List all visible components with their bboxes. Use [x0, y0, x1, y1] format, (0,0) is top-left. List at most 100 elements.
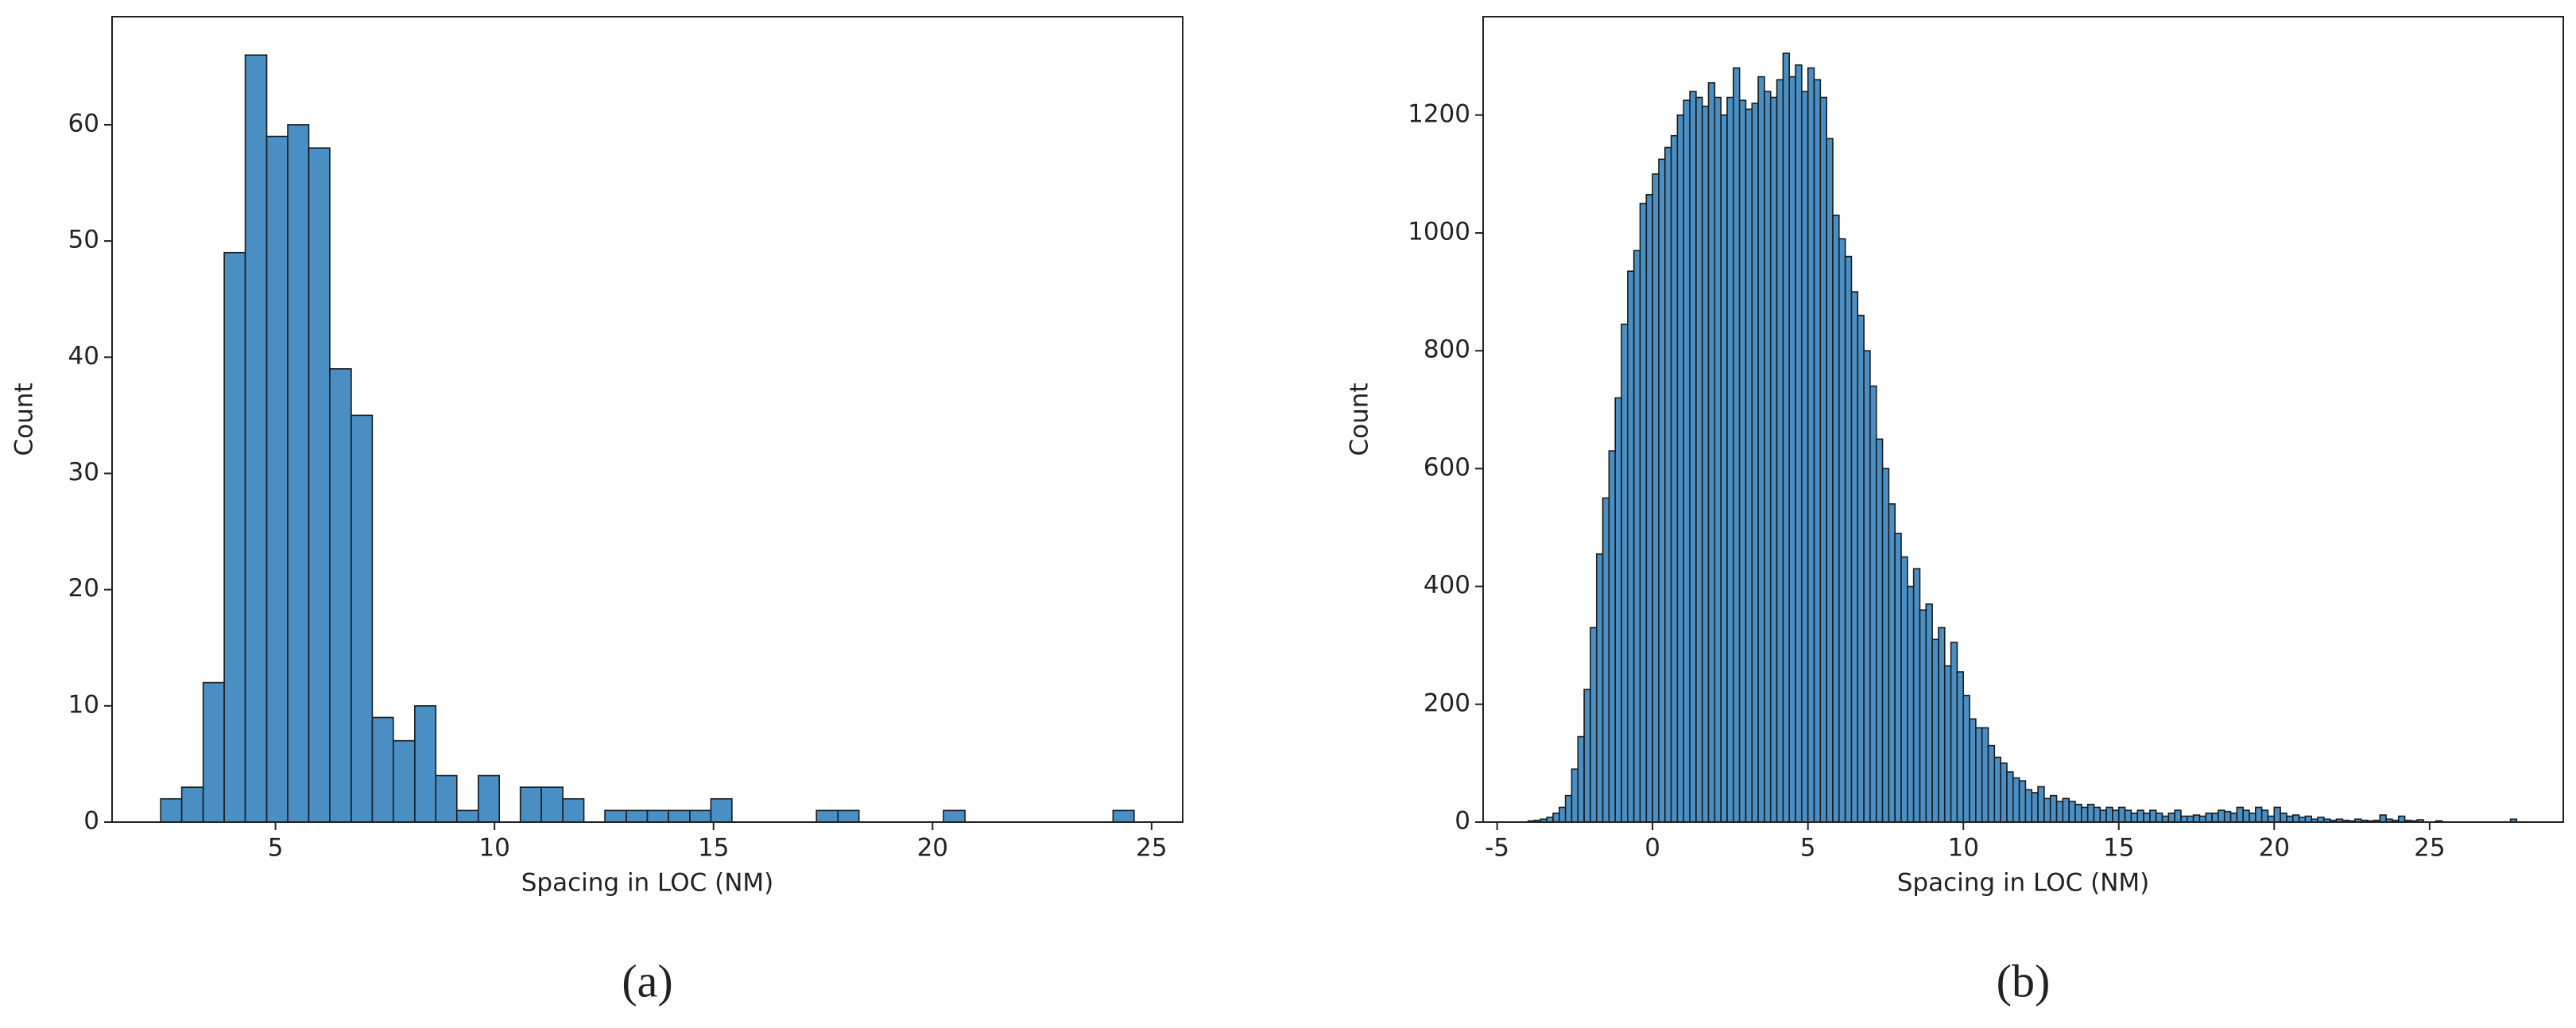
bar: [604, 809, 627, 823]
bar: [815, 809, 839, 823]
bar: [1726, 96, 1734, 823]
bar: [1969, 718, 1977, 823]
bar: [1863, 350, 1871, 823]
x-tick-label: 5: [1800, 834, 1816, 863]
bar: [329, 368, 352, 823]
axes-frame: [1482, 16, 2564, 823]
y-tick-label: 400: [1424, 571, 1470, 599]
x-axis-label: Spacing in LOC (NM): [1897, 869, 2150, 898]
bar: [1981, 727, 1989, 823]
bar: [1764, 91, 1772, 823]
bar: [2012, 777, 2020, 823]
bar: [1925, 603, 1933, 823]
y-tick-label: 20: [68, 574, 99, 603]
bar: [2397, 815, 2406, 823]
bar: [1707, 82, 1716, 823]
bar: [2180, 815, 2188, 823]
bar: [562, 797, 585, 823]
y-tick-label: 50: [68, 226, 99, 254]
bar: [2130, 813, 2139, 823]
bar: [455, 809, 479, 823]
bar: [1658, 158, 1666, 823]
bar: [1907, 585, 1915, 823]
bar: [1720, 114, 1728, 823]
bar: [2074, 803, 2082, 823]
bar: [2099, 809, 2107, 823]
bar: [1844, 255, 1853, 823]
bar: [1801, 91, 1809, 823]
bar: [180, 786, 204, 823]
bar: [1894, 533, 1902, 823]
bar: [1745, 108, 1753, 823]
bar: [1639, 203, 1648, 823]
bar: [1689, 91, 1697, 823]
bar: [2006, 771, 2014, 823]
bar: [2291, 814, 2300, 823]
bar: [943, 809, 966, 823]
x-tick-label: 5: [268, 834, 284, 863]
bar: [1757, 76, 1765, 823]
bar: [2024, 789, 2033, 823]
y-tick-label: 10: [68, 690, 99, 719]
x-tick-label: 15: [2103, 834, 2134, 863]
bar: [160, 797, 183, 823]
bar: [1912, 568, 1921, 823]
bar: [2062, 797, 2070, 823]
bar: [1583, 689, 1591, 823]
bar: [2286, 815, 2294, 823]
bar: [2081, 806, 2089, 823]
bar: [2149, 809, 2157, 823]
bar: [1857, 314, 1865, 823]
bar: [1888, 503, 1896, 823]
bar: [393, 739, 416, 823]
bar: [1571, 768, 1579, 823]
bar: [1850, 291, 1859, 823]
bar: [202, 681, 225, 823]
bar: [1577, 735, 1585, 823]
x-tick-label: 10: [478, 834, 509, 863]
bar: [1938, 626, 1946, 823]
bar: [1564, 794, 1573, 823]
bar: [1559, 806, 1567, 823]
bar: [2093, 806, 2101, 823]
bar: [1826, 138, 1834, 823]
bar: [1832, 214, 1840, 823]
bar: [1838, 238, 1846, 823]
bar: [1987, 744, 1996, 823]
bar: [1112, 809, 1135, 823]
bar: [2379, 814, 2387, 823]
y-tick-label: 600: [1424, 453, 1470, 482]
y-tick-label: 800: [1424, 336, 1470, 364]
bar: [1975, 727, 1983, 823]
bar: [2211, 813, 2219, 823]
bar: [668, 809, 691, 823]
bar: [1738, 99, 1747, 823]
bar: [1614, 397, 1622, 823]
bar: [710, 797, 733, 823]
bar: [2105, 806, 2113, 823]
bar: [2229, 813, 2238, 823]
bar: [1782, 52, 1791, 823]
bar: [2143, 813, 2151, 823]
bar: [2117, 806, 2126, 823]
bar: [2186, 815, 2194, 823]
bar: [2174, 809, 2182, 823]
bar: [2280, 813, 2287, 823]
bar: [2031, 792, 2039, 823]
x-tick-label: 0: [1644, 834, 1660, 863]
x-tick-label: 25: [2414, 834, 2445, 863]
bar: [540, 786, 564, 823]
bar: [837, 809, 860, 823]
bar: [626, 809, 649, 823]
bar: [2086, 803, 2095, 823]
caption: (b): [1997, 955, 2051, 1007]
bar: [2161, 815, 2170, 823]
bar: [2236, 806, 2244, 823]
y-tick-label: 30: [68, 458, 99, 487]
bar: [2223, 810, 2232, 823]
bar: [1869, 385, 1877, 823]
bar: [2124, 809, 2132, 823]
bar: [1769, 96, 1778, 823]
x-tick-label: -5: [1485, 834, 1509, 863]
bar: [1608, 450, 1617, 823]
